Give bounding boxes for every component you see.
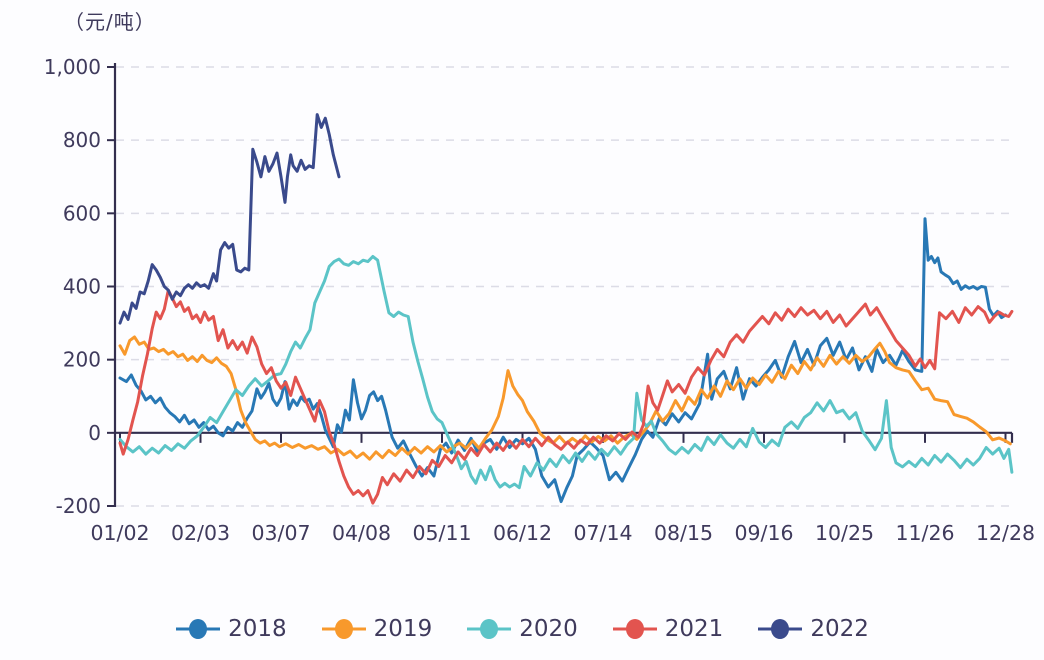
svg-text:02/03: 02/03 — [171, 521, 230, 545]
legend-item-2018: 2018 — [175, 616, 287, 642]
legend-marker-2021-icon — [612, 619, 657, 639]
y-axis-unit-label: （元/吨） — [64, 10, 156, 34]
svg-text:04/08: 04/08 — [332, 521, 391, 545]
svg-text:06/12: 06/12 — [493, 521, 552, 545]
legend-label: 2018 — [228, 616, 287, 642]
legend-label: 2020 — [519, 616, 578, 642]
svg-text:800: 800 — [63, 128, 101, 152]
svg-text:1,000: 1,000 — [44, 55, 101, 79]
svg-text:08/15: 08/15 — [654, 521, 713, 545]
svg-text:400: 400 — [63, 275, 101, 299]
legend-item-2020: 2020 — [466, 616, 578, 642]
legend-item-2019: 2019 — [321, 616, 433, 642]
svg-text:11/26: 11/26 — [895, 521, 954, 545]
legend-marker-2019-icon — [321, 619, 366, 639]
legend-label: 2019 — [373, 616, 433, 642]
legend-label: 2021 — [664, 616, 724, 642]
svg-text:05/11: 05/11 — [412, 521, 471, 545]
legend-marker-2020-icon — [467, 619, 512, 639]
svg-text:12/28: 12/28 — [976, 521, 1035, 545]
chart-legend: 2018 2019 2020 2021 2022 — [0, 616, 1044, 642]
legend-marker-2018-icon — [176, 619, 221, 639]
svg-text:200: 200 — [63, 348, 101, 372]
legend-marker-2022-icon — [758, 619, 803, 639]
legend-item-2021: 2021 — [612, 616, 724, 642]
svg-text:07/14: 07/14 — [573, 521, 632, 545]
svg-text:10/25: 10/25 — [815, 521, 874, 545]
svg-text:-200: -200 — [56, 494, 101, 518]
svg-text:03/07: 03/07 — [251, 521, 310, 545]
legend-item-2022: 2022 — [757, 616, 869, 642]
svg-text:01/02: 01/02 — [90, 521, 149, 545]
svg-text:0: 0 — [88, 421, 101, 445]
legend-label: 2022 — [810, 616, 869, 642]
svg-text:600: 600 — [63, 201, 101, 225]
svg-text:09/16: 09/16 — [734, 521, 793, 545]
